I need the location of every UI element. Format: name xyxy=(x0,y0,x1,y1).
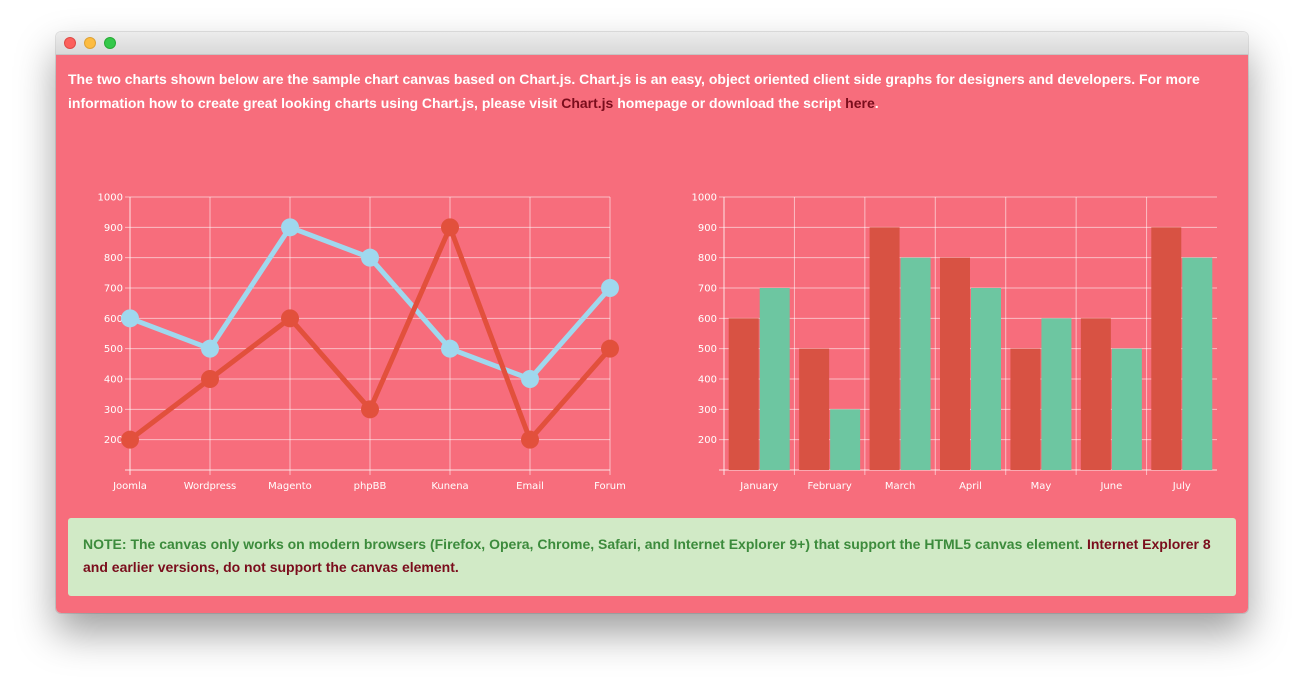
series-2-point xyxy=(281,309,299,328)
chartjs-homepage-link[interactable]: Chart.js xyxy=(561,95,614,111)
series-1-point xyxy=(121,309,139,328)
series-2-point xyxy=(521,430,539,449)
bar-series-2 xyxy=(830,409,861,470)
x-tick-label: Magento xyxy=(268,481,312,492)
y-tick-label: 300 xyxy=(698,405,717,416)
series-1-point xyxy=(441,339,459,358)
x-tick-label: July xyxy=(1172,481,1191,492)
y-tick-label: 800 xyxy=(698,253,717,264)
y-tick-label: 1000 xyxy=(98,193,123,204)
x-tick-label: Email xyxy=(516,481,544,492)
intro-text-middle: homepage or download the script xyxy=(613,95,846,111)
series-2-point xyxy=(601,339,619,358)
intro-text-after: . xyxy=(874,95,879,111)
bar-series-1 xyxy=(1010,348,1041,470)
series-1-point xyxy=(361,248,379,267)
x-tick-label: February xyxy=(807,481,851,492)
y-tick-label: 600 xyxy=(104,314,123,325)
y-tick-label: 900 xyxy=(104,223,123,234)
page-content: The two charts shown below are the sampl… xyxy=(56,55,1248,613)
title-bar xyxy=(56,32,1248,55)
x-tick-label: May xyxy=(1031,481,1052,492)
series-2-point xyxy=(121,430,139,449)
y-tick-label: 300 xyxy=(104,405,123,416)
y-tick-label: 900 xyxy=(698,223,717,234)
line-chart: 200 300 400 500 600 700 800 900 1000 Joomla Wordpr… xyxy=(98,193,626,493)
series-1-point xyxy=(281,218,299,237)
bar-series-2 xyxy=(1111,348,1142,470)
bar-series-2 xyxy=(759,288,790,470)
minimize-window-button[interactable] xyxy=(84,37,96,49)
y-tick-label: 800 xyxy=(104,253,123,264)
y-tick-label: 400 xyxy=(698,375,717,386)
bar-series-2 xyxy=(1041,318,1072,470)
series-1-point xyxy=(601,279,619,297)
y-tick-label: 200 xyxy=(104,435,123,446)
note-support-text: NOTE: The canvas only works on modern br… xyxy=(83,536,1087,552)
series-2-point xyxy=(441,218,459,237)
y-tick-label: 700 xyxy=(698,284,717,295)
bar-series-2 xyxy=(900,257,931,470)
series-2-point xyxy=(201,370,219,388)
bar-series-2 xyxy=(1182,257,1213,470)
x-tick-label: Wordpress xyxy=(184,481,237,492)
browser-window: The two charts shown below are the sampl… xyxy=(56,32,1248,613)
x-tick-label: January xyxy=(739,481,778,492)
note-warning-text: Internet Explorer 8 and earlier versions… xyxy=(83,536,1211,575)
bar-series-1 xyxy=(1151,227,1182,470)
x-tick-label: March xyxy=(885,481,915,492)
y-tick-label: 200 xyxy=(698,435,717,446)
x-tick-label: phpBB xyxy=(354,481,387,492)
y-tick-label: 600 xyxy=(698,314,717,325)
bar-series-2 xyxy=(971,288,1001,470)
bar-chart: 200 300 400 500 600 700 800 900 1000 January Febru… xyxy=(692,193,1217,492)
bar-series-1 xyxy=(799,348,830,470)
series-1-point xyxy=(521,370,539,388)
bar-series-1 xyxy=(1080,318,1111,470)
x-tick-label: April xyxy=(959,481,982,492)
y-tick-label: 500 xyxy=(104,344,123,355)
x-tick-label: Kunena xyxy=(431,481,468,492)
intro-paragraph: The two charts shown below are the sampl… xyxy=(68,67,1218,115)
x-tick-label: Forum xyxy=(594,481,626,492)
browser-support-note: NOTE: The canvas only works on modern br… xyxy=(68,518,1236,596)
y-tick-label: 700 xyxy=(104,284,123,295)
y-tick-label: 500 xyxy=(698,344,717,355)
series-1-point xyxy=(201,339,219,358)
close-window-button[interactable] xyxy=(64,37,76,49)
y-tick-label: 1000 xyxy=(692,193,717,204)
y-tick-label: 400 xyxy=(104,375,123,386)
series-2-point xyxy=(361,400,379,419)
maximize-window-button[interactable] xyxy=(104,37,116,49)
x-tick-label: June xyxy=(1099,481,1122,492)
bar-series-1 xyxy=(728,318,759,470)
download-script-link[interactable]: here xyxy=(845,95,875,111)
bar-series-1 xyxy=(940,257,970,470)
bar-series-1 xyxy=(869,227,900,470)
x-tick-label: Joomla xyxy=(112,481,147,492)
intro-text-before: The two charts shown below are the sampl… xyxy=(68,71,1200,111)
